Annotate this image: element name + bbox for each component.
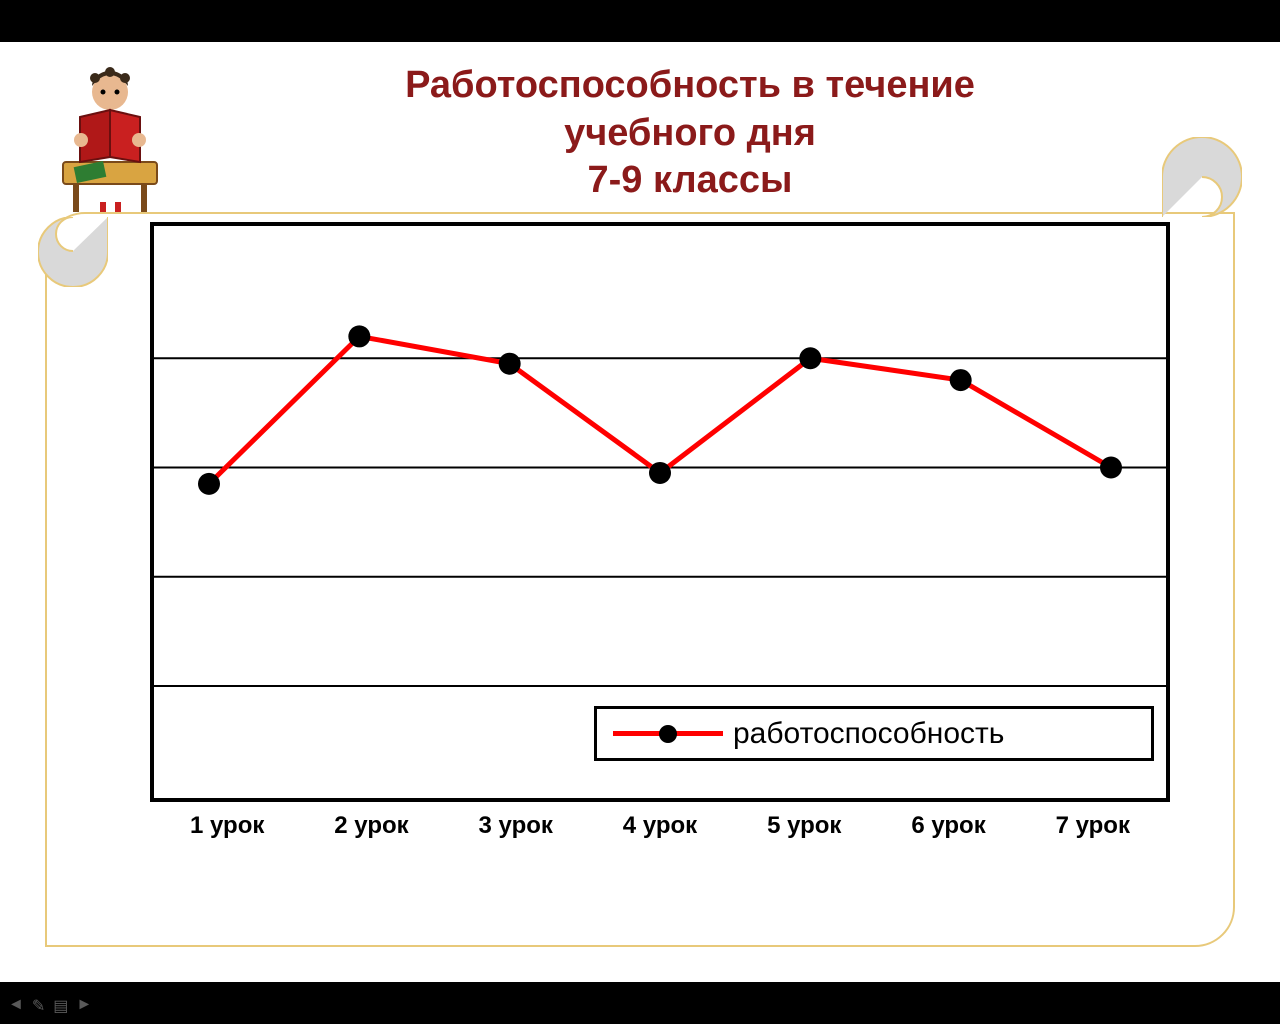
legend: работоспособность: [594, 706, 1154, 761]
legend-label: работоспособность: [733, 717, 1004, 751]
menu-icon[interactable]: ▤: [53, 996, 68, 1016]
prev-icon[interactable]: ◄: [8, 996, 24, 1016]
x-axis-label: 6 урок: [911, 812, 985, 840]
x-axis-label: 2 урок: [334, 812, 408, 840]
x-axis-label: 4 урок: [623, 812, 697, 840]
legend-line-icon: [613, 731, 723, 736]
x-axis-label: 7 урок: [1056, 812, 1130, 840]
next-icon[interactable]: ►: [76, 996, 92, 1016]
scroll-curl-left-icon: [38, 217, 108, 287]
student-reading-icon: [55, 62, 165, 217]
scroll-curl-right-icon: [1162, 137, 1242, 217]
x-axis-label: 3 урок: [479, 812, 553, 840]
chart-area: работоспособность: [150, 222, 1170, 802]
title-line1: Работоспособность в течение: [405, 64, 975, 106]
slide: Работоспособность в течение учебного дня…: [0, 42, 1280, 982]
slide-title: Работоспособность в течение учебного дня…: [200, 62, 1180, 205]
title-line2: учебного дня: [564, 112, 816, 154]
pen-icon[interactable]: ✎: [32, 996, 45, 1016]
presentation-nav[interactable]: ◄ ✎ ▤ ►: [8, 996, 92, 1016]
x-axis-label: 5 урок: [767, 812, 841, 840]
title-line3: 7-9 классы: [588, 159, 793, 201]
x-axis-labels: 1 урок 2 урок 3 урок 4 урок 5 урок 6 урок 7 ур…: [150, 812, 1170, 840]
x-axis-label: 1 урок: [190, 812, 264, 840]
